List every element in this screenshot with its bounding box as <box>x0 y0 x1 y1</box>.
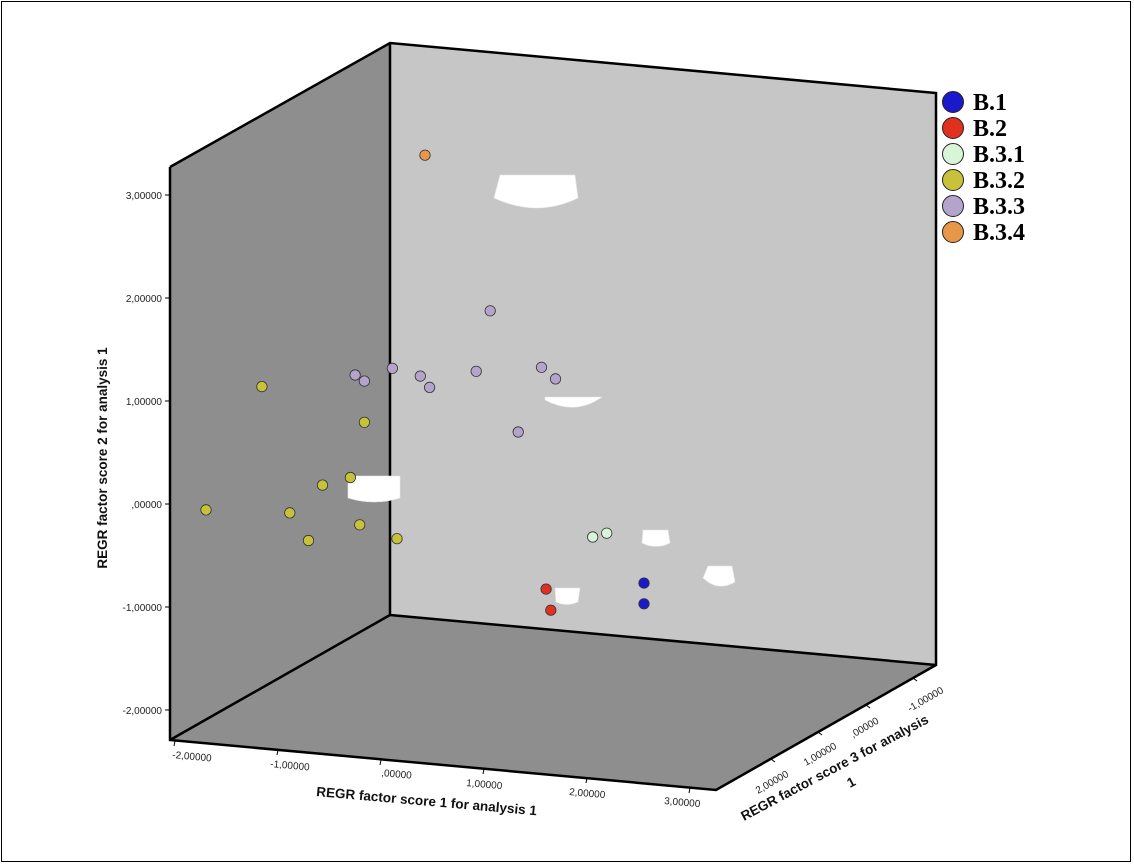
y-axis-title: REGR factor score 2 for analysis 1 <box>95 347 110 569</box>
left-wall <box>170 43 390 740</box>
legend-label-B-3-4: B.3.4 <box>973 220 1025 246</box>
data-point-B-3-2 <box>256 380 268 393</box>
data-point-B-3-2 <box>200 504 212 516</box>
x-tick-label: 1,00000 <box>466 778 503 792</box>
data-point-B-3-2 <box>344 471 356 484</box>
y-tick-label: -1,00000 <box>123 603 163 614</box>
centroid-marker <box>347 475 401 503</box>
data-point-B-3-3 <box>470 365 482 377</box>
legend-label-B-3-1: B.3.1 <box>973 142 1025 168</box>
x-tick-mark <box>276 749 279 756</box>
data-point-B-3-2 <box>284 507 296 519</box>
legend-marker-B-3-3 <box>942 195 964 217</box>
centroid-marker <box>702 565 736 587</box>
data-point-B-3-3 <box>358 375 370 387</box>
z-axis-title-line2: 1 <box>844 774 858 791</box>
z-tick-mark <box>912 677 918 682</box>
y-axis <box>165 194 170 711</box>
data-point-B-3-3 <box>549 373 562 385</box>
data-point-B-3-3 <box>414 370 426 382</box>
centroid-marker <box>554 587 581 605</box>
legend-label-B-3-2: B.3.2 <box>973 168 1025 194</box>
legend-marker-B-1 <box>942 91 964 113</box>
y-tick-label: -2,00000 <box>123 706 163 717</box>
floor-plane <box>170 615 936 790</box>
data-point-B-3-3 <box>423 381 436 393</box>
y-tick-label: ,00000 <box>131 500 162 511</box>
legend-marker-B-2 <box>942 117 964 139</box>
x-tick-label: ,00000 <box>381 768 413 782</box>
y-tick-label: 1,00000 <box>126 397 163 408</box>
box-edge-back-floor <box>389 613 937 667</box>
legend-marker-B-3-4 <box>942 221 964 243</box>
data-point-B-3-3 <box>349 369 361 381</box>
x-tick-label: 2,00000 <box>569 787 606 801</box>
data-point-B-3-3 <box>512 426 524 438</box>
x-axis <box>173 740 691 794</box>
legend-marker-B-3-1 <box>942 143 964 165</box>
data-point-B-3-3 <box>535 361 548 373</box>
z-tick-mark <box>817 731 823 736</box>
x-tick-mark <box>173 740 176 747</box>
back-wall <box>390 43 936 665</box>
legend: B.1B.2B.3.1B.3.2B.3.3B.3.4 <box>942 90 1025 246</box>
data-point-B-3-1 <box>587 531 599 543</box>
data-point-B-3-3 <box>386 362 398 374</box>
data-point-B-3-2 <box>354 519 366 531</box>
x-tick-label: -2,00000 <box>172 750 213 764</box>
x-axis-title: REGR factor score 1 for analysis 1 <box>316 784 538 818</box>
centroid-marker <box>544 396 603 408</box>
centroid-marker <box>493 174 579 209</box>
x-tick-label: -1,00000 <box>270 759 311 773</box>
legend-label-B-3-3: B.3.3 <box>973 194 1025 220</box>
y-tick-label: 3,00000 <box>126 191 163 202</box>
z-tick-mark <box>865 704 871 709</box>
legend-label-B-1: B.1 <box>973 90 1007 116</box>
legend-marker-B-3-2 <box>942 169 964 191</box>
data-point-B-2 <box>540 583 552 595</box>
y-tick-label: 2,00000 <box>126 294 163 305</box>
data-point-B-3-4 <box>419 149 431 161</box>
centroid-marker <box>641 529 671 547</box>
data-point-B-3-1 <box>601 527 613 539</box>
data-point-B-3-2 <box>302 534 315 547</box>
data-point-B-1 <box>638 598 650 610</box>
data-point-B-2 <box>545 604 557 616</box>
data-point-B-3-2 <box>391 533 403 545</box>
z-axis <box>770 677 918 763</box>
x-tick-mark <box>585 777 588 784</box>
data-point-B-1 <box>638 577 650 589</box>
data-point-B-3-2 <box>358 416 370 428</box>
x-tick-label: 3,00000 <box>664 796 701 810</box>
x-tick-mark <box>688 787 691 794</box>
x-tick-mark <box>379 759 382 766</box>
x-tick-mark <box>482 768 485 775</box>
centroid-markers <box>347 174 736 605</box>
data-point-B-3-3 <box>484 305 496 317</box>
z-tick-mark <box>770 758 776 763</box>
legend-label-B-2: B.2 <box>973 116 1007 142</box>
z-tick-label: -1,00000 <box>906 685 946 714</box>
box-edge-left-floor <box>169 613 391 742</box>
data-point-B-3-2 <box>316 479 329 491</box>
data-points <box>200 149 650 616</box>
